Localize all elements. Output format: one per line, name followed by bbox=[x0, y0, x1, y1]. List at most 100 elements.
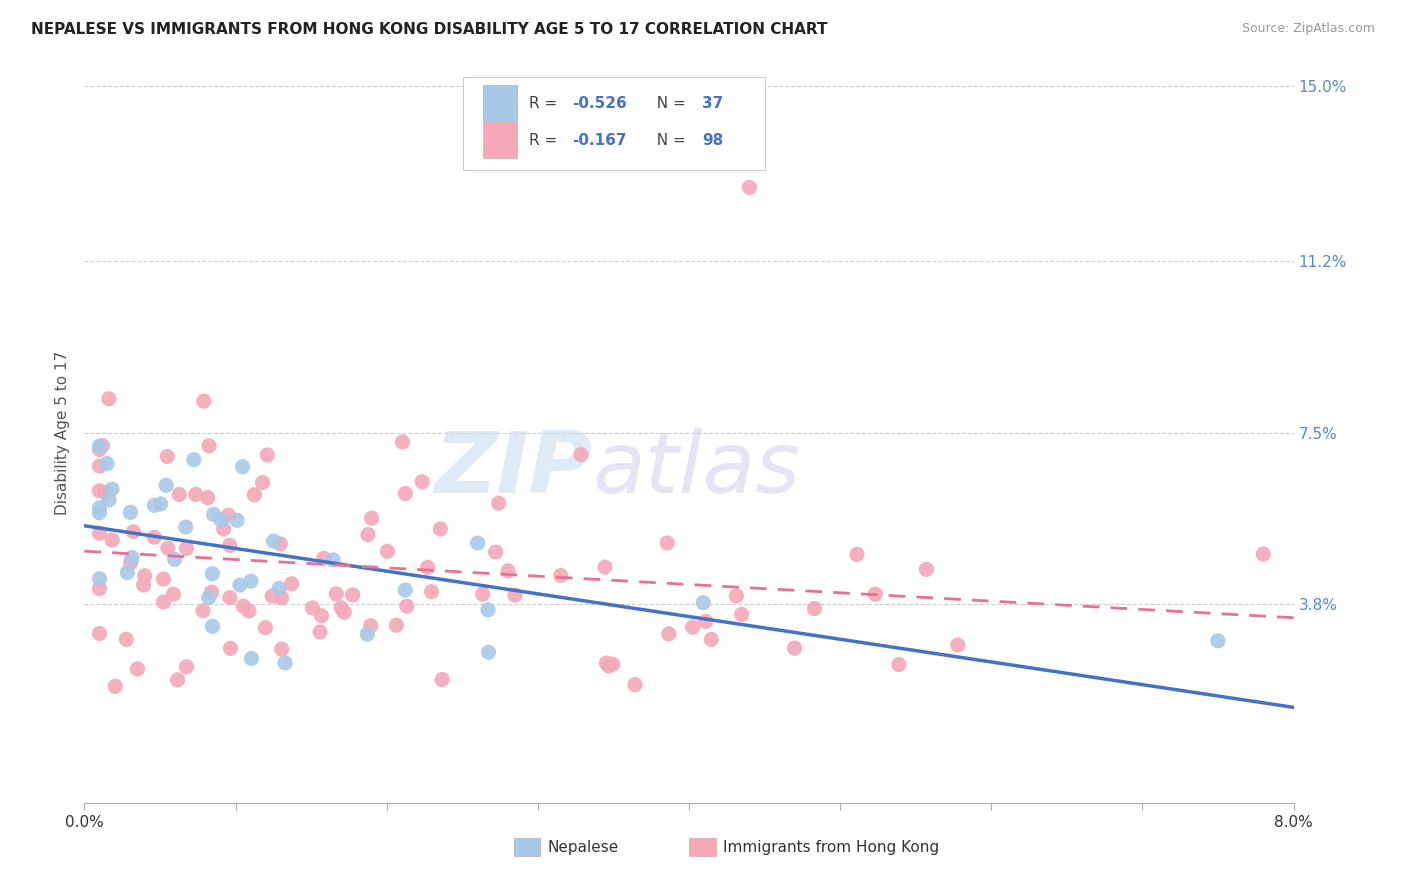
Text: N =: N = bbox=[647, 133, 690, 148]
Point bbox=[218, 538, 240, 552]
Point bbox=[274, 656, 297, 670]
Point bbox=[700, 632, 723, 647]
FancyBboxPatch shape bbox=[484, 86, 517, 121]
Point bbox=[624, 678, 647, 692]
Point bbox=[725, 589, 748, 603]
Point bbox=[803, 601, 825, 615]
Point bbox=[311, 608, 333, 623]
Point bbox=[197, 591, 219, 605]
Point bbox=[143, 530, 166, 544]
Y-axis label: Disability Age 5 to 17: Disability Age 5 to 17 bbox=[55, 351, 70, 515]
Text: N =: N = bbox=[647, 95, 690, 111]
Point bbox=[270, 591, 292, 605]
Point bbox=[312, 551, 335, 566]
Point bbox=[163, 552, 186, 566]
Point bbox=[166, 673, 188, 687]
Point bbox=[89, 582, 111, 596]
Point bbox=[1206, 633, 1229, 648]
Point bbox=[143, 499, 166, 513]
Point bbox=[219, 641, 242, 656]
Point bbox=[209, 513, 232, 527]
Text: Nepalese: Nepalese bbox=[547, 839, 619, 855]
Point bbox=[496, 564, 519, 578]
Text: Source: ZipAtlas.com: Source: ZipAtlas.com bbox=[1241, 22, 1375, 36]
Point bbox=[226, 513, 249, 527]
Point bbox=[232, 459, 254, 474]
Point bbox=[658, 627, 681, 641]
FancyBboxPatch shape bbox=[513, 838, 540, 856]
Point bbox=[89, 439, 111, 453]
Point bbox=[598, 659, 620, 673]
Point bbox=[602, 657, 624, 672]
Point bbox=[238, 604, 260, 618]
Point bbox=[731, 607, 754, 622]
Text: -0.526: -0.526 bbox=[572, 95, 627, 111]
Point bbox=[104, 679, 127, 693]
Point bbox=[488, 496, 510, 510]
Point bbox=[692, 596, 714, 610]
Point bbox=[127, 662, 149, 676]
Point bbox=[301, 601, 323, 615]
Point bbox=[254, 621, 277, 635]
Point bbox=[201, 585, 224, 599]
Point bbox=[201, 566, 224, 581]
Point bbox=[198, 439, 221, 453]
Text: 37: 37 bbox=[702, 95, 724, 111]
FancyBboxPatch shape bbox=[484, 122, 517, 158]
Point bbox=[156, 450, 179, 464]
Point bbox=[330, 600, 353, 615]
Point bbox=[256, 448, 278, 462]
Point bbox=[117, 566, 139, 580]
Point bbox=[270, 642, 292, 657]
Point bbox=[252, 475, 274, 490]
Point bbox=[240, 651, 263, 665]
Point bbox=[243, 488, 266, 502]
Point bbox=[239, 574, 262, 588]
Point bbox=[122, 524, 145, 539]
Point bbox=[169, 487, 191, 501]
Point bbox=[325, 587, 347, 601]
Text: R =: R = bbox=[529, 95, 562, 111]
Point bbox=[183, 452, 205, 467]
Point bbox=[229, 578, 252, 592]
Point bbox=[176, 541, 198, 556]
Point bbox=[120, 505, 142, 519]
Point bbox=[97, 492, 120, 507]
Point bbox=[212, 522, 235, 536]
Point bbox=[219, 591, 242, 605]
Point bbox=[360, 618, 382, 632]
Point bbox=[201, 619, 224, 633]
Point bbox=[162, 587, 184, 601]
Point bbox=[593, 560, 616, 574]
Point bbox=[391, 434, 413, 449]
Point bbox=[657, 536, 679, 550]
Point bbox=[152, 595, 174, 609]
Point bbox=[845, 548, 868, 562]
Point bbox=[149, 497, 172, 511]
Point bbox=[155, 478, 177, 492]
Point bbox=[89, 626, 111, 640]
Point bbox=[1253, 547, 1275, 561]
Point bbox=[682, 620, 704, 634]
Text: R =: R = bbox=[529, 133, 562, 148]
Point bbox=[783, 640, 806, 655]
Point bbox=[865, 587, 887, 601]
Point bbox=[202, 508, 225, 522]
FancyBboxPatch shape bbox=[463, 78, 765, 169]
Point bbox=[309, 625, 332, 640]
Point bbox=[152, 572, 174, 586]
Point bbox=[333, 605, 356, 619]
Text: 98: 98 bbox=[702, 133, 724, 148]
Point bbox=[503, 588, 526, 602]
Point bbox=[569, 448, 592, 462]
Point bbox=[193, 394, 215, 409]
Point bbox=[394, 486, 416, 500]
Point bbox=[342, 588, 364, 602]
Point bbox=[93, 485, 115, 500]
Point bbox=[411, 475, 433, 489]
Point bbox=[269, 537, 291, 551]
Point bbox=[430, 673, 453, 687]
Point bbox=[197, 491, 219, 505]
Point bbox=[477, 645, 499, 659]
Point bbox=[132, 578, 155, 592]
